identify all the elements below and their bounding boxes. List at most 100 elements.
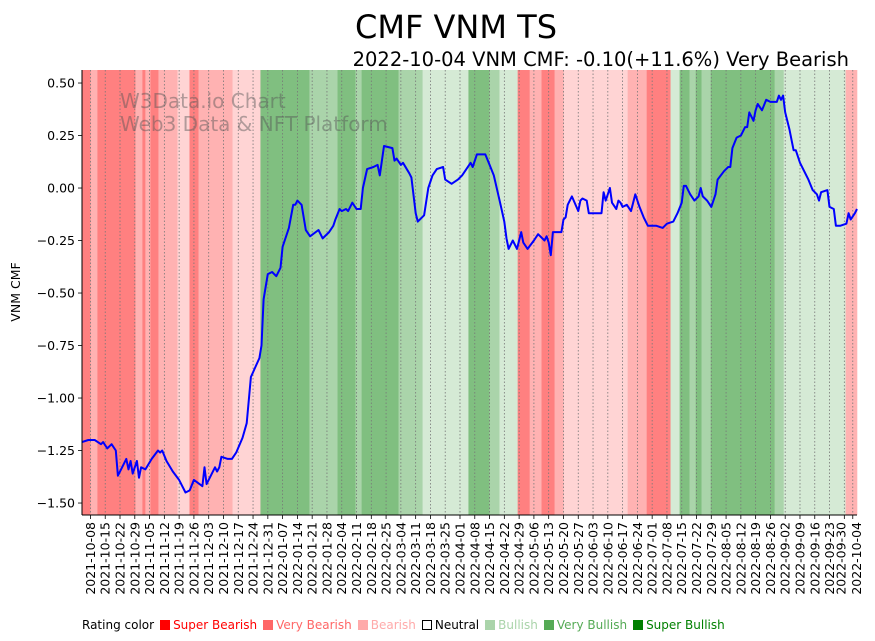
x-tick-label: 2022-05-13 bbox=[541, 522, 556, 595]
y-tick-label: −0.25 bbox=[37, 233, 75, 248]
legend-item-bearish: Bearish bbox=[357, 617, 416, 633]
rating-band-super-bearish bbox=[97, 70, 136, 515]
rating-band-very-bearish bbox=[90, 70, 98, 515]
watermark-line-2: Web3 Data & NFT Platform bbox=[120, 112, 388, 136]
x-tick-label: 2021-11-05 bbox=[142, 522, 157, 595]
legend-item-neutral: Neutral bbox=[421, 617, 479, 633]
x-tick-label: 2022-02-18 bbox=[364, 522, 379, 595]
rating-legend: Rating color Super Bearish Very Bearish … bbox=[82, 617, 725, 633]
x-tick-label: 2021-12-24 bbox=[246, 522, 261, 595]
rating-band-super-bullish bbox=[361, 70, 399, 515]
rating-band-super-bearish bbox=[82, 70, 91, 515]
legend-label: Very Bearish bbox=[276, 618, 352, 632]
x-tick-label: 2021-10-15 bbox=[98, 522, 113, 595]
y-tick-label: 0.50 bbox=[47, 76, 75, 91]
x-tick-label: 2022-05-06 bbox=[526, 522, 541, 595]
x-tick-label: 2021-11-12 bbox=[157, 522, 172, 595]
y-tick-label: 0.25 bbox=[47, 128, 75, 143]
rating-band-super-bullish bbox=[468, 70, 490, 515]
x-tick-label: 2022-03-18 bbox=[423, 522, 438, 595]
x-tick-label: 2022-02-25 bbox=[379, 522, 394, 595]
rating-band-bullish bbox=[670, 70, 680, 515]
rating-band-very-bearish bbox=[198, 70, 233, 515]
rating-band-bearish bbox=[563, 70, 628, 515]
x-tick-label: 2022-07-22 bbox=[689, 522, 704, 595]
legend-swatch bbox=[633, 620, 644, 630]
x-tick-label: 2022-06-24 bbox=[630, 522, 645, 595]
watermark: W3Data.io Chart Web3 Data & NFT Platform bbox=[120, 89, 388, 136]
x-tick-label: 2022-01-14 bbox=[290, 522, 305, 595]
rating-band-super-bullish bbox=[260, 70, 310, 515]
rating-band-very-bearish bbox=[158, 70, 178, 515]
cmf-line bbox=[81, 94, 858, 494]
rating-band-bearish bbox=[232, 70, 261, 515]
y-tick-label: 0.00 bbox=[47, 181, 75, 196]
rating-band-bullish bbox=[422, 70, 469, 515]
x-tick-label: 2022-01-21 bbox=[305, 522, 320, 595]
legend-swatch bbox=[485, 620, 496, 630]
chart-subtitle: 2022-10-04 VNM CMF: -0.10(+11.6%) Very B… bbox=[353, 48, 849, 71]
x-tick-label: 2022-02-04 bbox=[334, 522, 349, 595]
legend-label: Super Bullish bbox=[646, 618, 725, 632]
x-tick-label: 2021-10-22 bbox=[113, 522, 128, 595]
x-tick-label: 2021-12-10 bbox=[216, 522, 231, 595]
x-tick-label: 2022-01-28 bbox=[319, 522, 334, 595]
x-tick-label: 2022-06-03 bbox=[586, 522, 601, 595]
x-tick-label: 2022-01-07 bbox=[275, 522, 290, 595]
x-tick-label: 2022-04-08 bbox=[467, 522, 482, 595]
legend-label: Bullish bbox=[498, 618, 538, 632]
y-tick-label: −1.25 bbox=[37, 443, 75, 458]
rating-bands bbox=[82, 70, 858, 515]
legend-title: Rating color bbox=[82, 618, 155, 632]
x-tick-label: 2022-08-12 bbox=[733, 522, 748, 595]
x-tick-label: 2022-08-05 bbox=[719, 522, 734, 595]
x-tick-label: 2022-04-22 bbox=[497, 522, 512, 595]
legend-item-super-bullish: Super Bullish bbox=[633, 617, 725, 633]
chart-title: CMF VNM TS bbox=[355, 8, 557, 46]
rating-band-super-bullish bbox=[710, 70, 775, 515]
rating-band-bearish bbox=[177, 70, 190, 515]
x-tick-label: 2021-12-17 bbox=[231, 522, 246, 595]
rating-band-very-bearish bbox=[627, 70, 647, 515]
y-tick-label: −1.00 bbox=[37, 391, 75, 406]
x-tick-label: 2021-10-29 bbox=[127, 522, 142, 595]
x-tick-label: 2022-09-30 bbox=[833, 522, 848, 595]
y-tick-label: −1.50 bbox=[37, 496, 75, 511]
x-tick-label: 2021-12-03 bbox=[201, 522, 216, 595]
rating-band-super-bearish bbox=[189, 70, 199, 515]
x-tick-label: 2022-07-08 bbox=[659, 522, 674, 595]
rating-band-very-bullish bbox=[489, 70, 500, 515]
rating-band-very-bullish bbox=[774, 70, 785, 515]
x-tick-label: 2022-04-15 bbox=[482, 522, 497, 595]
legend-label: Very Bullish bbox=[556, 618, 628, 632]
rating-band-very-bearish bbox=[135, 70, 143, 515]
x-tick-label: 2022-09-23 bbox=[822, 522, 837, 595]
x-tick-label: 2022-08-26 bbox=[763, 522, 778, 595]
rating-band-very-bullish bbox=[689, 70, 696, 515]
x-tick-label: 2022-02-11 bbox=[349, 522, 364, 595]
x-tick-label: 2022-05-27 bbox=[571, 522, 586, 595]
x-tick-label: 2022-04-01 bbox=[452, 522, 467, 595]
x-tick-label: 2022-03-04 bbox=[393, 522, 408, 595]
x-tick-label: 2021-11-19 bbox=[172, 522, 187, 595]
x-tick-label: 2021-11-26 bbox=[186, 522, 201, 595]
watermark-line-1: W3Data.io Chart bbox=[120, 89, 286, 113]
x-tick-label: 2022-09-09 bbox=[792, 522, 807, 595]
rating-band-super-bullish bbox=[337, 70, 356, 515]
rating-band-very-bullish bbox=[701, 70, 711, 515]
legend-label: Super Bearish bbox=[173, 618, 258, 632]
x-tick-label: 2022-10-04 bbox=[849, 522, 864, 595]
rating-band-super-bearish bbox=[150, 70, 159, 515]
x-tick-label: 2022-03-25 bbox=[438, 522, 453, 595]
legend-swatch bbox=[357, 620, 368, 630]
legend-swatch bbox=[543, 620, 554, 630]
legend-item-very-bullish: Very Bullish bbox=[543, 617, 628, 633]
legend-swatch bbox=[263, 620, 274, 630]
rating-band-super-bearish bbox=[541, 70, 555, 515]
legend-swatch bbox=[160, 620, 171, 630]
x-tick-label: 2022-07-01 bbox=[645, 522, 660, 595]
rating-band-super-bullish bbox=[695, 70, 702, 515]
rating-band-super-bullish bbox=[679, 70, 690, 515]
x-tick-label: 2022-08-19 bbox=[748, 522, 763, 595]
x-tick-label: 2022-06-10 bbox=[600, 522, 615, 595]
